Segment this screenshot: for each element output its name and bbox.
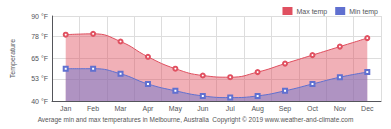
svg-text:Aug: Aug <box>251 105 264 113</box>
svg-text:Mar: Mar <box>115 105 128 112</box>
svg-text:Nov: Nov <box>334 105 347 112</box>
svg-text:Oct: Oct <box>307 105 318 112</box>
svg-text:Apr: Apr <box>143 105 155 113</box>
svg-text:Jun: Jun <box>197 105 208 112</box>
svg-text:Jan: Jan <box>60 105 71 112</box>
svg-text:Sep: Sep <box>279 105 292 113</box>
svg-text:Average min and max temperatur: Average min and max temperatures in Melb… <box>38 116 354 124</box>
svg-text:Temperature: Temperature <box>9 39 17 78</box>
svg-text:Max temp: Max temp <box>296 8 327 16</box>
svg-text:May: May <box>169 105 183 113</box>
svg-text:Min temp: Min temp <box>349 8 378 16</box>
svg-text:65 °F: 65 °F <box>31 55 48 62</box>
svg-text:Jul: Jul <box>226 105 235 112</box>
svg-text:40 °F: 40 °F <box>31 98 48 105</box>
svg-text:Feb: Feb <box>87 105 99 112</box>
svg-text:78 °F: 78 °F <box>31 33 48 40</box>
svg-text:53 °F: 53 °F <box>31 75 48 82</box>
svg-text:Dec: Dec <box>361 105 374 112</box>
svg-text:90 °F: 90 °F <box>31 13 48 20</box>
